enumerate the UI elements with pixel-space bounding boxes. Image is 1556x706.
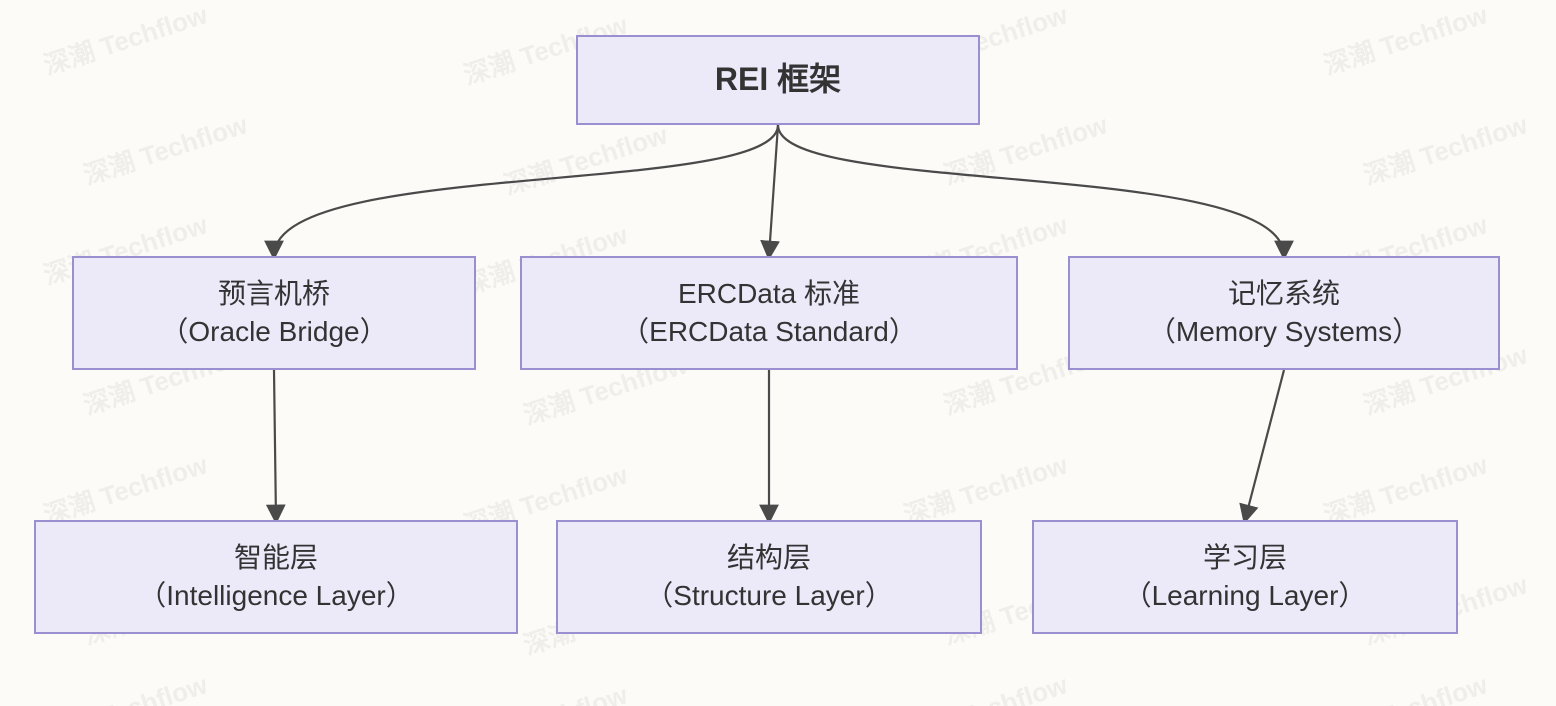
node-n2b-line1: 结构层 xyxy=(727,539,811,577)
edge-root-to-n1 xyxy=(274,125,778,256)
node-n1-line2: （Oracle Bridge） xyxy=(160,313,387,351)
node-n2-line2: （ERCData Standard） xyxy=(621,313,917,351)
node-memory-systems: 记忆系统 （Memory Systems） xyxy=(1068,256,1500,370)
node-root-line1: REI 框架 xyxy=(715,58,841,101)
node-n3-line2: （Memory Systems） xyxy=(1148,313,1420,351)
edge-root-to-n3 xyxy=(778,125,1284,256)
node-n3b-line1: 学习层 xyxy=(1203,539,1287,577)
edge-n1-to-n1b xyxy=(274,370,276,520)
node-n1-line1: 预言机桥 xyxy=(218,275,330,313)
node-learning-layer: 学习层 （Learning Layer） xyxy=(1032,520,1458,634)
node-n2-line1: ERCData 标准 xyxy=(678,275,860,313)
node-n1b-line1: 智能层 xyxy=(234,539,318,577)
node-n1b-line2: （Intelligence Layer） xyxy=(138,577,413,615)
node-structure-layer: 结构层 （Structure Layer） xyxy=(556,520,982,634)
node-oracle-bridge: 预言机桥 （Oracle Bridge） xyxy=(72,256,476,370)
node-n3-line1: 记忆系统 xyxy=(1228,275,1340,313)
node-intelligence-layer: 智能层 （Intelligence Layer） xyxy=(34,520,518,634)
diagram-canvas: 深潮 Techflow深潮 Techflow深潮 Techflow深潮 Tech… xyxy=(0,0,1556,706)
node-n3b-line2: （Learning Layer） xyxy=(1124,577,1367,615)
node-root: REI 框架 xyxy=(576,35,980,125)
node-n2b-line2: （Structure Layer） xyxy=(645,577,892,615)
node-ercdata-standard: ERCData 标准 （ERCData Standard） xyxy=(520,256,1018,370)
edge-root-to-n2 xyxy=(769,125,778,256)
edge-n3-to-n3b xyxy=(1245,370,1284,520)
